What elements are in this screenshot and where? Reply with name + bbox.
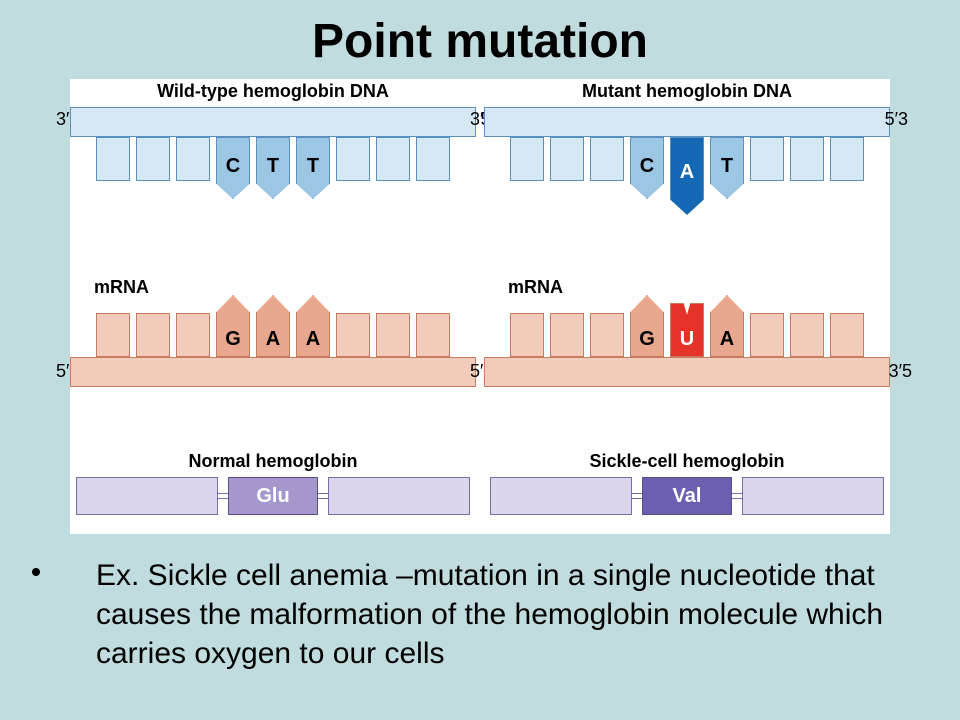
mrna-label-left: mRNA	[94, 277, 149, 298]
protein-row-left: Glu	[70, 477, 476, 515]
mrna-label-right: mRNA	[508, 277, 563, 298]
mrna-base-letter: A	[710, 328, 744, 351]
mrna-3prime-right: 3′5	[889, 361, 912, 382]
panel-mutant: Mutant hemoglobin DNA 3′ 5′3 CAT mRNA GU…	[484, 79, 890, 534]
protein-segment	[328, 477, 470, 515]
peptide-bond-icon	[218, 493, 228, 499]
dna-strand-right	[484, 107, 890, 137]
mrna-bases-left: GAA	[70, 297, 476, 357]
dna-base	[830, 137, 864, 181]
dna-base: A	[670, 137, 704, 181]
mrna-base	[590, 313, 624, 357]
dna-base-letter: A	[670, 161, 704, 184]
protein-segment	[490, 477, 632, 515]
bullet-icon	[32, 568, 40, 576]
dna-base	[416, 137, 450, 181]
mrna-base	[790, 313, 824, 357]
protein-title-right: Sickle-cell hemoglobin	[484, 451, 890, 472]
dna-base: T	[256, 137, 290, 181]
mrna-base	[416, 313, 450, 357]
mrna-base	[510, 313, 544, 357]
protein-row-right: Val	[484, 477, 890, 515]
mrna-5prime-right: 5′	[470, 361, 483, 382]
mrna-5prime-left: 5′	[56, 361, 69, 382]
panel-wildtype: Wild-type hemoglobin DNA 3′ 5′ CTT mRNA …	[70, 79, 476, 534]
mrna-base-letter: G	[630, 328, 664, 351]
protein-title-left: Normal hemoglobin	[70, 451, 476, 472]
mrna-base	[550, 313, 584, 357]
dna-3prime-right: 3′	[470, 109, 483, 130]
mrna-base: A	[296, 313, 330, 357]
mrna-base	[136, 313, 170, 357]
protein-segment	[76, 477, 218, 515]
mrna-base	[336, 313, 370, 357]
mrna-base: U	[670, 313, 704, 357]
mrna-bases-right: GUA	[484, 297, 890, 357]
diagram-container: Wild-type hemoglobin DNA 3′ 5′ CTT mRNA …	[70, 79, 890, 534]
amino-acid-right: Val	[642, 477, 732, 515]
mrna-base: A	[710, 313, 744, 357]
mrna-strand-left	[70, 357, 476, 387]
dna-base	[336, 137, 370, 181]
dna-base: T	[296, 137, 330, 181]
mrna-base	[376, 313, 410, 357]
dna-base-letter: T	[296, 155, 330, 178]
mrna-base-letter: G	[216, 328, 250, 351]
mrna-base: G	[216, 313, 250, 357]
peptide-bond-icon	[632, 493, 642, 499]
mrna-base	[750, 313, 784, 357]
dna-base	[176, 137, 210, 181]
dna-base: T	[710, 137, 744, 181]
dna-base: C	[630, 137, 664, 181]
dna-base-letter: T	[710, 155, 744, 178]
body-text: Ex. Sickle cell anemia –mutation in a si…	[60, 556, 920, 673]
mrna-base	[830, 313, 864, 357]
dna-strand-left	[70, 107, 476, 137]
dna-base: C	[216, 137, 250, 181]
dna-3prime-left: 3′	[56, 109, 69, 130]
dna-bases-right: CAT	[484, 137, 890, 181]
mrna-base: G	[630, 313, 664, 357]
dna-bases-left: CTT	[70, 137, 476, 181]
peptide-bond-icon	[318, 493, 328, 499]
amino-acid-left: Glu	[228, 477, 318, 515]
dna-base	[590, 137, 624, 181]
dna-title-right: Mutant hemoglobin DNA	[484, 81, 890, 102]
dna-base-letter: C	[630, 155, 664, 178]
mrna-base: A	[256, 313, 290, 357]
protein-segment	[742, 477, 884, 515]
dna-base	[136, 137, 170, 181]
dna-title-left: Wild-type hemoglobin DNA	[70, 81, 476, 102]
dna-base	[96, 137, 130, 181]
mrna-base-letter: A	[256, 328, 290, 351]
slide-title: Point mutation	[0, 0, 960, 79]
dna-base	[550, 137, 584, 181]
dna-base	[750, 137, 784, 181]
dna-5prime-right: 5′3	[885, 109, 908, 130]
slide: Point mutation Wild-type hemoglobin DNA …	[0, 0, 960, 720]
dna-base-letter: T	[256, 155, 290, 178]
dna-base	[790, 137, 824, 181]
mrna-base	[176, 313, 210, 357]
bullet-content: Ex. Sickle cell anemia –mutation in a si…	[96, 559, 883, 670]
dna-base	[510, 137, 544, 181]
mrna-base-letter: A	[296, 328, 330, 351]
peptide-bond-icon	[732, 493, 742, 499]
mrna-base-letter: U	[670, 328, 704, 351]
mrna-strand-right	[484, 357, 890, 387]
mrna-base	[96, 313, 130, 357]
dna-base-letter: C	[216, 155, 250, 178]
dna-base	[376, 137, 410, 181]
